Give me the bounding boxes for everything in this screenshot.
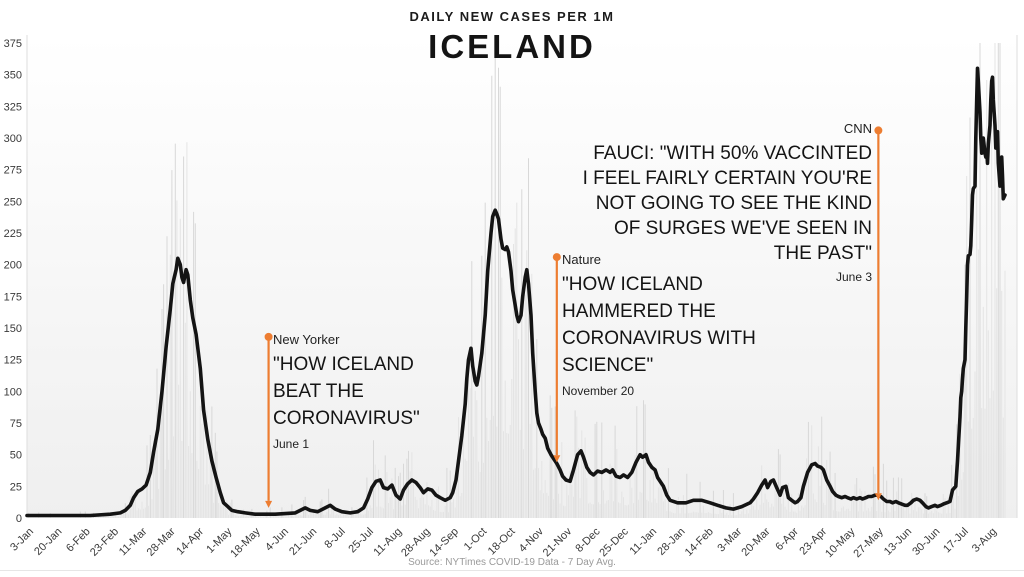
- annotation-date-label: June 3: [835, 270, 872, 285]
- x-tick-label: 21-Jun: [287, 526, 319, 558]
- y-tick-label: 150: [4, 323, 22, 335]
- annotation-nature: Nature "HOW ICELAND HAMMERED THE CORONAV…: [562, 252, 756, 398]
- x-tick-label: 8-Jul: [322, 526, 347, 551]
- annotation-quote-text: FAUCI: "WITH 50% VACCINTED I FEEL FAIRLY…: [582, 143, 872, 265]
- x-tick-label: 14-Feb: [683, 526, 716, 559]
- y-tick-label: 0: [16, 513, 22, 525]
- annotation-cnn: CNN FAUCI: "WITH 50% VACCINTED I FEEL FA…: [583, 121, 872, 284]
- annotation-arrow: [874, 493, 882, 501]
- y-tick-label: 75: [10, 418, 22, 430]
- annotation-source-label: Nature: [562, 252, 602, 267]
- avg-line: [25, 66, 1007, 518]
- annotation-arrow: [553, 455, 561, 463]
- x-tick-label: 28-Mar: [145, 525, 178, 558]
- y-tick-label: 200: [4, 260, 22, 272]
- annotation-dot: [874, 126, 883, 135]
- y-tick-label: 25: [10, 481, 22, 493]
- y-tick-label: 50: [10, 450, 22, 462]
- annotation-quote-text: "HOW ICELAND BEAT THE CORONAVIRUS": [273, 354, 420, 429]
- x-tick-label: 28-Jan: [655, 526, 687, 558]
- annotation-date-label: June 1: [273, 436, 310, 451]
- x-tick-label: 14-Apr: [174, 525, 206, 557]
- annotation-source-label: New Yorker: [273, 332, 340, 347]
- annotation-arrow: [265, 500, 273, 508]
- annotation-dot: [264, 332, 273, 341]
- x-tick-label: 11-Jan: [628, 526, 660, 558]
- x-tick-label: 14-Sep: [427, 526, 461, 560]
- annotation-new-yorker: New Yorker "HOW ICELAND BEAT THE CORONAV…: [273, 332, 420, 451]
- y-tick-label: 350: [4, 70, 22, 82]
- x-tick-label: 17-Jul: [941, 526, 971, 556]
- annotation-dot: [552, 253, 561, 262]
- x-tick-label: 21-Nov: [541, 525, 575, 559]
- annotation-quote-text: "HOW ICELAND HAMMERED THE CORONAVIRUS WI…: [562, 274, 756, 376]
- y-tick-label: 325: [4, 101, 22, 113]
- page-title: ICELAND: [428, 28, 596, 65]
- x-tick-label: 27-May: [851, 525, 886, 560]
- x-tick-label: 30-Jun: [910, 526, 942, 558]
- y-tick-label: 175: [4, 291, 22, 303]
- x-tick-label: 25-Dec: [597, 525, 631, 559]
- x-tick-label: 10-May: [823, 525, 858, 560]
- source-caption: Source: NYTimes COVID-19 Data - 7 Day Av…: [408, 557, 616, 568]
- x-tick-label: 28-Aug: [399, 526, 433, 560]
- chart-subtitle: DAILY NEW CASES PER 1M: [409, 9, 615, 24]
- y-tick-label: 250: [4, 196, 22, 208]
- x-tick-label: 18-Oct: [486, 526, 518, 558]
- y-tick-label: 100: [4, 386, 22, 398]
- bottom-divider: [0, 570, 1024, 571]
- x-tick-label: 3-Aug: [970, 526, 999, 555]
- annotation-date-label: November 20: [562, 383, 635, 398]
- y-tick-label: 375: [4, 38, 22, 50]
- x-tick-label: 11-Aug: [371, 526, 404, 559]
- x-tick-label: 11-Mar: [117, 525, 150, 558]
- annotation-source-label: CNN: [843, 121, 872, 136]
- y-tick-label: 275: [4, 165, 22, 177]
- y-tick-label: 225: [4, 228, 22, 240]
- x-tick-label: 20-Mar: [739, 525, 772, 558]
- y-tick-label: 300: [4, 133, 22, 145]
- x-tick-label: 18-May: [228, 525, 263, 560]
- x-tick-label: 23-Feb: [88, 526, 121, 559]
- x-tick-label: 13-Jun: [882, 526, 914, 558]
- y-tick-label: 125: [4, 355, 22, 367]
- x-tick-label: 20-Jan: [32, 526, 64, 558]
